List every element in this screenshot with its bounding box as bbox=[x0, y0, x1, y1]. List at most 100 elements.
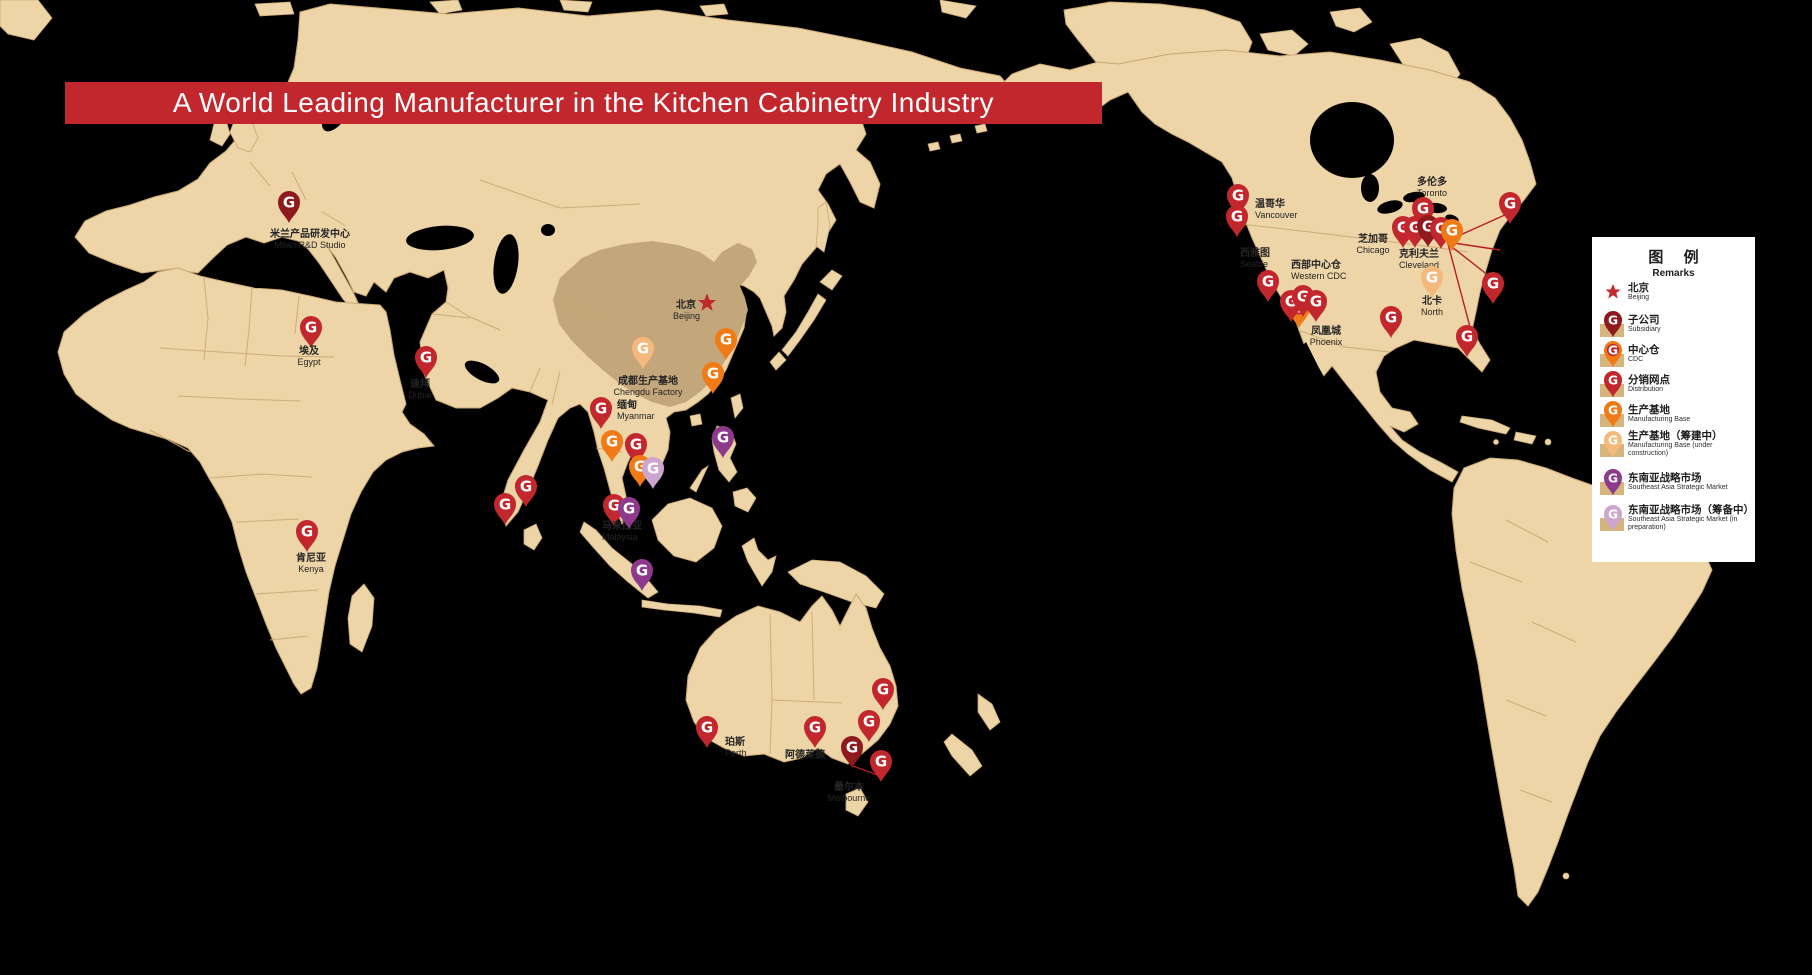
landmass-corner-fragment bbox=[0, 0, 53, 41]
legend-label-en: Beijing bbox=[1628, 293, 1650, 301]
svg-text:G: G bbox=[606, 433, 618, 451]
map-pin-thailand-dist: G bbox=[625, 433, 647, 465]
svg-text:G: G bbox=[720, 331, 732, 349]
map-label-en-kenya: Kenya bbox=[298, 564, 324, 574]
map-pin-melbourne: G bbox=[841, 736, 863, 768]
map-label-zh-malaysia-dist: 马来西亚 bbox=[602, 519, 642, 532]
legend-label-en: Southeast Asia Strategic Market bbox=[1628, 483, 1728, 491]
map-pin-us-northeast: G bbox=[1499, 192, 1521, 224]
map-pin-vancouver-1: G bbox=[1227, 184, 1249, 216]
map-pin-brisbane: G bbox=[872, 678, 894, 710]
svg-text:G: G bbox=[283, 194, 295, 212]
map-pin-indochina-prep: G bbox=[642, 457, 664, 489]
svg-text:G: G bbox=[1310, 293, 1322, 311]
map-pin-egypt: G bbox=[300, 316, 322, 348]
legend-title-en: Remarks bbox=[1652, 268, 1695, 279]
svg-text:G: G bbox=[809, 719, 821, 737]
map-pin-chengdu: G bbox=[632, 337, 654, 369]
map-pin-dubai: G bbox=[415, 346, 437, 378]
landmass-madagascar bbox=[347, 583, 375, 653]
map-pin-thailand-mfg: G bbox=[601, 430, 623, 462]
map-label-en-vancouver-2: Vancouver bbox=[1255, 210, 1297, 220]
landmass-africa bbox=[57, 267, 435, 695]
svg-text:G: G bbox=[608, 497, 620, 515]
svg-text:G: G bbox=[301, 523, 313, 541]
svg-text:G: G bbox=[1608, 472, 1618, 486]
landmass-aleutians bbox=[927, 123, 988, 152]
legend-label-en: Subsidiary bbox=[1628, 325, 1661, 333]
map-label-en-phoenix-3: Phoenix bbox=[1310, 337, 1343, 347]
map-label-en-dubai: Dubai bbox=[408, 390, 432, 400]
map-label-zh-melbourne: 墨尔本 bbox=[834, 780, 865, 793]
legend-label-en: CDC bbox=[1628, 355, 1644, 363]
svg-text:G: G bbox=[701, 719, 713, 737]
legend-label-zh: 子公司 bbox=[1628, 313, 1660, 326]
map-label-zh-western-cdc-label: 西部中心仓 bbox=[1291, 258, 1342, 271]
map-label-zh-phoenix-3: 凤凰城 bbox=[1311, 324, 1341, 337]
map-pin-indonesia: G bbox=[631, 559, 653, 591]
beijing-star-icon bbox=[697, 293, 717, 311]
map-label-zh-vancouver-2: 温哥华 bbox=[1255, 197, 1285, 210]
landmass-indonesia bbox=[579, 497, 885, 618]
sea_market_prep-pin-icon: G bbox=[1600, 504, 1624, 532]
legend-item-manufacturing: G 生产基地 Manufacturing Base bbox=[1598, 395, 1750, 433]
landmass-puerto-rico bbox=[1544, 438, 1552, 446]
svg-text:G: G bbox=[1461, 328, 1473, 346]
map-label-zh-kenya: 肯尼亚 bbox=[296, 551, 326, 564]
map-pin-myanmar: G bbox=[590, 397, 612, 429]
map-pin-us-east: G bbox=[1482, 272, 1504, 304]
map-pin-vancouver-2: G bbox=[1226, 205, 1248, 237]
connector-line bbox=[1446, 242, 1490, 277]
map-pin-texas: G bbox=[1380, 306, 1402, 338]
svg-text:G: G bbox=[707, 365, 719, 383]
legend-item-distribution: G 分销网点 Distribution bbox=[1598, 365, 1750, 403]
svg-text:G: G bbox=[1385, 309, 1397, 327]
map-pin-adelaide: G bbox=[804, 716, 826, 748]
map-label-en-milan: Milan R&D Studio bbox=[274, 240, 345, 250]
landmass-north-america bbox=[989, 49, 1537, 483]
legend-title-zh: 图 例 bbox=[1648, 249, 1707, 266]
map-pin-sydney: G bbox=[858, 710, 880, 742]
legend-label-zh: 东南亚战略市场（筹备中） bbox=[1628, 503, 1754, 516]
svg-text:G: G bbox=[1608, 404, 1618, 418]
map-pin-malaysia-dist: G bbox=[603, 494, 625, 526]
connector-line bbox=[1447, 243, 1471, 328]
map-label-zh-cleveland-label: 克利夫兰 bbox=[1399, 247, 1439, 260]
svg-text:G: G bbox=[1417, 200, 1429, 218]
map-label-zh-myanmar: 缅甸 bbox=[617, 398, 637, 411]
map-label-zh-adelaide: 阿德莱德 bbox=[785, 748, 825, 761]
svg-text:G: G bbox=[877, 681, 889, 699]
svg-text:G: G bbox=[647, 460, 659, 478]
map-pin-kenya: G bbox=[296, 520, 318, 552]
landmass-taiwan-hainan bbox=[689, 393, 744, 427]
continents bbox=[0, 0, 1713, 907]
legend-item-sea_market_prep: G 东南亚战略市场（筹备中） Southeast Asia Strategic Ma… bbox=[1598, 499, 1754, 537]
map-pin-perth: G bbox=[696, 716, 718, 748]
map-pin-toronto: G bbox=[1412, 197, 1434, 229]
distribution-pin-icon: G bbox=[1600, 370, 1624, 398]
svg-text:G: G bbox=[1487, 275, 1499, 293]
headline-banner: A World Leading Manufacturer in the Kitc… bbox=[65, 82, 1102, 124]
svg-text:G: G bbox=[1608, 314, 1618, 328]
map-pin-california: G bbox=[1257, 270, 1279, 302]
map-label-en-cleveland-label: Cleveland bbox=[1399, 260, 1439, 270]
legend-item-star: 北京 Beijing bbox=[1598, 273, 1750, 311]
map-label-en-egypt: Egypt bbox=[297, 357, 321, 367]
landmass-eurasia bbox=[74, 3, 1015, 528]
map-pin-india-west: G bbox=[494, 493, 516, 525]
cdc-pin-icon: G bbox=[1600, 340, 1624, 368]
map-label-zh-egypt: 埃及 bbox=[299, 344, 320, 357]
landmass-arctic-islands bbox=[254, 0, 977, 19]
map-label-zh-beijing: 北京 bbox=[676, 298, 696, 311]
legend-item-cdc: G 中心仓 CDC bbox=[1598, 335, 1750, 373]
svg-text:G: G bbox=[1232, 187, 1244, 205]
map-label-zh-dubai: 迪拜 bbox=[410, 377, 430, 390]
svg-text:G: G bbox=[1608, 434, 1618, 448]
map-pin-india-east: G bbox=[515, 475, 537, 507]
map-pin-milan: G bbox=[278, 191, 300, 223]
svg-text:G: G bbox=[1608, 374, 1618, 388]
manufacturing_uc-pin-icon: G bbox=[1600, 430, 1624, 458]
map-pin-malaysia-sea: G bbox=[618, 497, 640, 529]
